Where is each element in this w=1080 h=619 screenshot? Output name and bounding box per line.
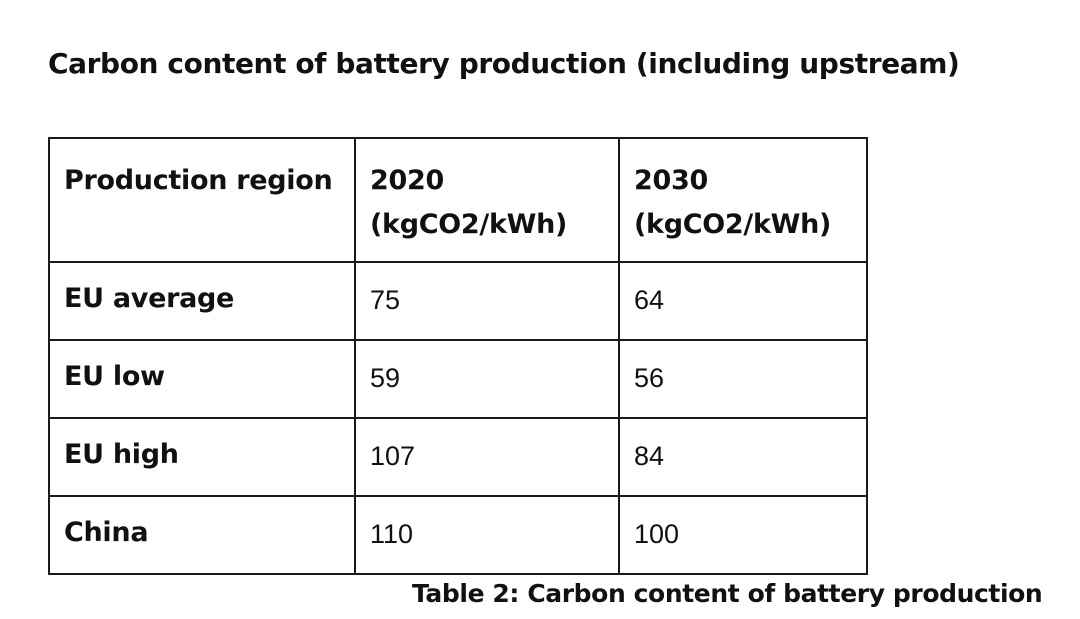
- header-2020: 2020 (kgCO2/kWh): [354, 137, 620, 263]
- row-2030-value: 84: [618, 417, 868, 497]
- row-2030-value: 64: [618, 261, 868, 341]
- header-2030-unit: (kgCO2/kWh): [634, 209, 832, 240]
- header-2030-year: 2030: [634, 165, 708, 196]
- table-row: EU high 107 84: [48, 417, 868, 497]
- table-caption: Table 2: Carbon content of battery produ…: [412, 579, 1043, 608]
- page-title: Carbon content of battery production (in…: [48, 47, 960, 80]
- table-row: China 110 100: [48, 495, 868, 575]
- header-2030: 2030 (kgCO2/kWh): [618, 137, 868, 263]
- row-2020-value: 107: [354, 417, 620, 497]
- row-region-cell: EU low: [48, 339, 356, 419]
- row-2030-value: 100: [618, 495, 868, 575]
- row-2020-value: 75: [354, 261, 620, 341]
- header-2020-unit: (kgCO2/kWh): [370, 209, 568, 240]
- row-region-cell: China: [48, 495, 356, 575]
- carbon-content-table: Production region 2020 (kgCO2/kWh) 2030 …: [48, 137, 868, 575]
- header-production-region: Production region: [48, 137, 356, 263]
- row-region-cell: EU average: [48, 261, 356, 341]
- row-2030-value: 56: [618, 339, 868, 419]
- row-2020-value: 59: [354, 339, 620, 419]
- header-2020-year: 2020: [370, 165, 444, 196]
- row-region-cell: EU high: [48, 417, 356, 497]
- row-2020-value: 110: [354, 495, 620, 575]
- table-row: EU low 59 56: [48, 339, 868, 419]
- table-row: EU average 75 64: [48, 261, 868, 341]
- header-production-region-label: Production region: [64, 165, 333, 196]
- table-header-row: Production region 2020 (kgCO2/kWh) 2030 …: [48, 137, 868, 263]
